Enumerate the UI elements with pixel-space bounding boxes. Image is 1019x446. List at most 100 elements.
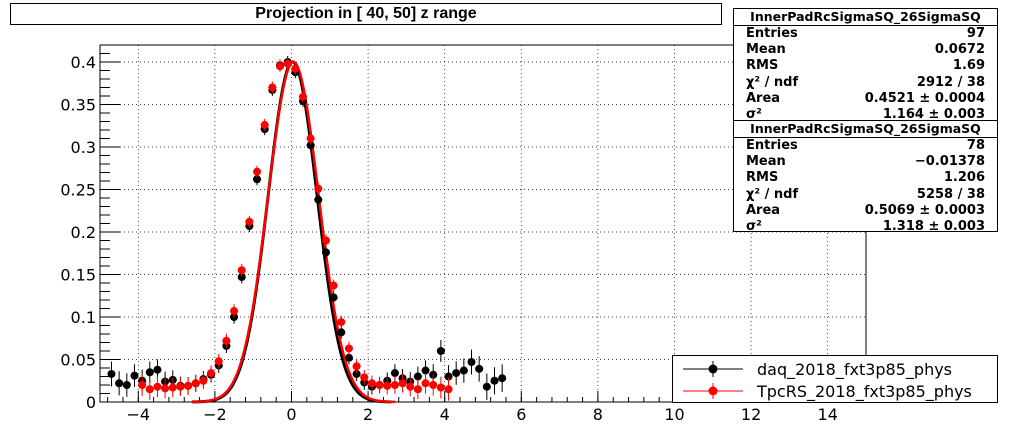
stats-label: σ² bbox=[746, 106, 762, 122]
point-tpcrs bbox=[429, 381, 438, 389]
legend-label-daq: daq_2018_fxt3p85_phys bbox=[757, 360, 953, 379]
point-daq bbox=[107, 369, 116, 378]
point-daq bbox=[444, 372, 453, 381]
stats-value: 1.69 bbox=[952, 58, 985, 74]
point-daq bbox=[467, 358, 476, 367]
stats-value: 5258 / 38 bbox=[916, 186, 985, 202]
point-tpcrs bbox=[145, 385, 154, 394]
point-tpcrs bbox=[161, 384, 170, 393]
legend-label-tpcrs: TpcRS_2018_fxt3p85_phys bbox=[757, 382, 972, 401]
point-daq bbox=[337, 328, 346, 337]
y-tick-label: 0.4 bbox=[71, 53, 96, 72]
point-daq bbox=[115, 379, 124, 388]
point-daq bbox=[490, 376, 499, 385]
x-tick-label: 4 bbox=[440, 405, 450, 424]
stats-row: Area 0.4521 ± 0.0004 bbox=[734, 91, 997, 107]
stats-title: InnerPadRcSigmaSQ_26SigmaSQ bbox=[734, 9, 997, 26]
point-daq bbox=[475, 364, 484, 373]
point-tpcrs bbox=[253, 167, 262, 176]
point-daq bbox=[306, 141, 315, 150]
point-tpcrs bbox=[337, 318, 346, 327]
legend-entry-tpcrs: TpcRS_2018_fxt3p85_phys bbox=[673, 379, 997, 403]
point-tpcrs bbox=[153, 382, 162, 391]
point-daq bbox=[498, 374, 507, 383]
x-tick-label: −4 bbox=[127, 405, 151, 424]
point-tpcrs bbox=[383, 381, 392, 390]
stats-row: RMS 1.69 bbox=[734, 58, 997, 74]
stats-value: 1.206 bbox=[943, 170, 985, 186]
point-tpcrs bbox=[176, 382, 185, 391]
point-daq bbox=[130, 371, 139, 380]
y-tick-label: 0.3 bbox=[71, 138, 96, 157]
point-tpcrs bbox=[390, 381, 399, 389]
point-tpcrs bbox=[398, 379, 407, 388]
axes: −4 −2 0 2 4 6 8 10 12 14 0 0.05 0.1 0.15 0.2 0.25 0.3 0.3… bbox=[60, 53, 859, 424]
stats-row: χ² / ndf 2912 / 38 bbox=[734, 75, 997, 91]
point-tpcrs bbox=[298, 92, 307, 101]
stats-title: InnerPadRcSigmaSQ_26SigmaSQ bbox=[734, 121, 997, 138]
stats-value: 2912 / 38 bbox=[916, 74, 985, 90]
point-tpcrs bbox=[260, 120, 269, 129]
point-tpcrs bbox=[306, 134, 315, 143]
stats-value: 97 bbox=[966, 26, 985, 41]
point-tpcrs bbox=[184, 381, 193, 390]
point-tpcrs bbox=[360, 373, 369, 382]
x-tick-label: 6 bbox=[516, 405, 526, 424]
point-daq bbox=[436, 347, 445, 355]
y-tick-label: 0 bbox=[86, 393, 96, 412]
chart-title: Projection in [ 40, 50] z range bbox=[10, 3, 722, 25]
point-daq bbox=[421, 366, 430, 375]
x-tick-label: 12 bbox=[741, 405, 761, 424]
point-tpcrs bbox=[168, 383, 177, 392]
y-tick-label: 0.15 bbox=[60, 266, 96, 285]
stats-label: Area bbox=[746, 90, 781, 106]
stats-label: Entries bbox=[746, 26, 798, 41]
point-daq bbox=[482, 382, 491, 391]
fit-curve-tpcrs bbox=[191, 60, 395, 404]
point-tpcrs bbox=[321, 236, 330, 245]
point-tpcrs bbox=[199, 376, 208, 385]
x-tick-label: 2 bbox=[363, 405, 373, 424]
point-daq bbox=[413, 372, 422, 381]
y-tick-label: 0.05 bbox=[60, 351, 96, 370]
point-tpcrs bbox=[214, 357, 223, 366]
stats-label: Entries bbox=[746, 138, 798, 153]
stats-row: Area 0.5069 ± 0.0003 bbox=[734, 203, 997, 219]
y-tick-label: 0.25 bbox=[60, 181, 96, 200]
point-tpcrs bbox=[329, 281, 338, 290]
stats-row: σ² 1.164 ± 0.003 bbox=[734, 107, 997, 123]
point-daq bbox=[344, 353, 353, 362]
point-daq bbox=[314, 195, 323, 204]
stats-value: 78 bbox=[966, 138, 985, 153]
legend-marker-tpcrs bbox=[683, 383, 743, 399]
point-tpcrs bbox=[138, 381, 147, 389]
stats-value: 0.4521 ± 0.0004 bbox=[864, 90, 985, 106]
stats-row: σ² 1.318 ± 0.003 bbox=[734, 219, 997, 235]
legend: daq_2018_fxt3p85_phys TpcRS_2018_fxt3p85… bbox=[672, 355, 998, 403]
point-daq bbox=[153, 365, 162, 374]
point-tpcrs bbox=[375, 381, 384, 389]
y-tick-label: 0.35 bbox=[60, 96, 96, 115]
stats-row: χ² / ndf 5258 / 38 bbox=[734, 187, 997, 203]
point-tpcrs bbox=[314, 184, 323, 193]
point-tpcrs bbox=[268, 83, 277, 92]
x-tick-label: 0 bbox=[286, 405, 296, 424]
y-tick-label: 0.2 bbox=[71, 223, 96, 242]
legend-entry-daq: daq_2018_fxt3p85_phys bbox=[673, 357, 997, 381]
point-daq bbox=[390, 369, 399, 378]
point-daq bbox=[352, 369, 361, 378]
x-tick-label: 14 bbox=[818, 405, 838, 424]
point-tpcrs bbox=[444, 385, 453, 394]
stats-label: χ² / ndf bbox=[746, 74, 799, 90]
point-tpcrs bbox=[367, 379, 376, 388]
point-daq bbox=[253, 175, 262, 184]
stats-row: Mean −0.01378 bbox=[734, 154, 997, 170]
point-daq bbox=[321, 248, 330, 257]
point-tpcrs bbox=[222, 336, 231, 345]
stats-row: Mean 0.0672 bbox=[734, 42, 997, 58]
point-tpcrs bbox=[352, 362, 361, 371]
stats-value: −0.01378 bbox=[914, 154, 985, 170]
stats-label: RMS bbox=[746, 58, 779, 74]
point-tpcrs bbox=[406, 382, 415, 391]
stats-value: 1.318 ± 0.003 bbox=[882, 218, 985, 234]
